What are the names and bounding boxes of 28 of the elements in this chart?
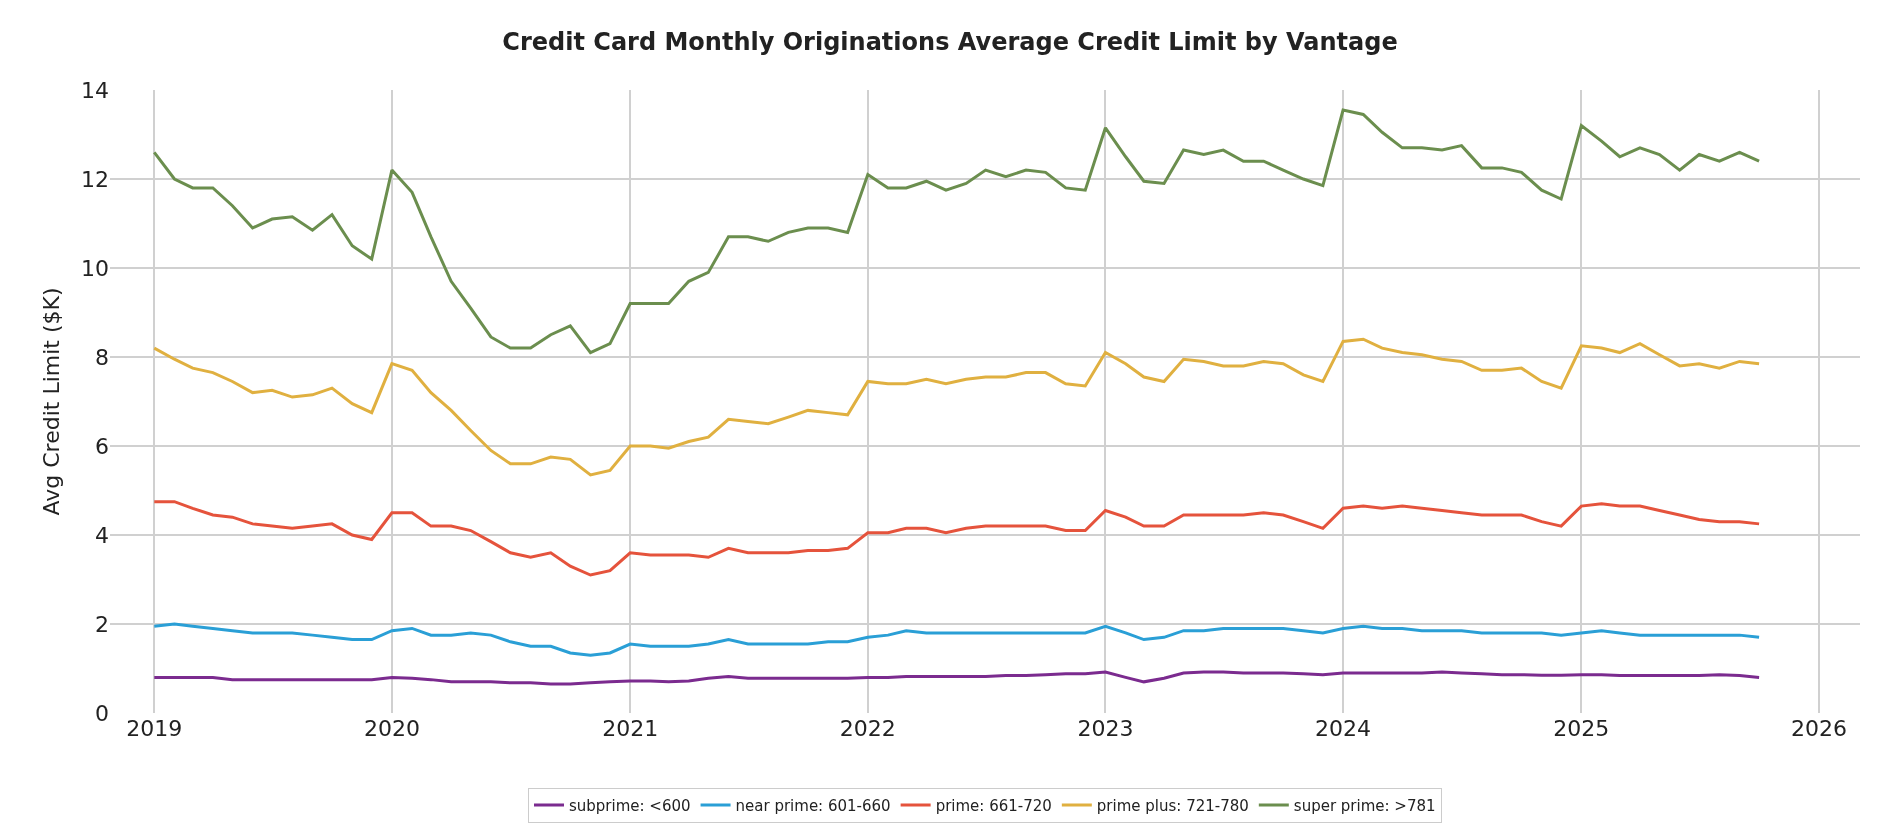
line-series bbox=[152, 500, 1761, 577]
y-tick-label: 4 bbox=[95, 522, 109, 548]
y-axis-title: Avg Credit Limit ($K) bbox=[38, 287, 64, 516]
x-tick-label: 2026 bbox=[1790, 716, 1847, 741]
y-tick-label: 12 bbox=[81, 166, 109, 192]
chart-title: Credit Card Monthly Originations Average Credit Limit by Vantage bbox=[502, 28, 1398, 57]
legend-label: super prime: >781 bbox=[1293, 796, 1436, 815]
legend-label: near prime: 601-660 bbox=[735, 796, 891, 815]
y-tick-label: 6 bbox=[95, 433, 109, 459]
line-series bbox=[152, 108, 1761, 355]
line-series bbox=[152, 622, 1761, 657]
x-tick-label: 2023 bbox=[1077, 716, 1134, 741]
x-tick-label: 2019 bbox=[126, 716, 183, 741]
legend-label: prime: 661-720 bbox=[935, 796, 1052, 815]
line-series bbox=[152, 670, 1761, 686]
x-tick-label: 2022 bbox=[839, 716, 896, 741]
x-tick-label: 2025 bbox=[1553, 716, 1610, 741]
y-tick-label: 0 bbox=[95, 700, 109, 726]
y-tick-label: 8 bbox=[95, 344, 109, 370]
x-tick-label: 2024 bbox=[1315, 716, 1372, 741]
legend-label: subprime: <600 bbox=[569, 796, 691, 815]
y-tick-label: 2 bbox=[95, 611, 109, 637]
legend-label: prime plus: 721-780 bbox=[1096, 796, 1249, 815]
y-tick-label: 10 bbox=[81, 255, 109, 281]
x-tick-label: 2020 bbox=[363, 716, 420, 741]
y-tick-label: 14 bbox=[81, 77, 109, 103]
x-tick-label: 2021 bbox=[602, 716, 659, 741]
line-series bbox=[152, 337, 1761, 477]
